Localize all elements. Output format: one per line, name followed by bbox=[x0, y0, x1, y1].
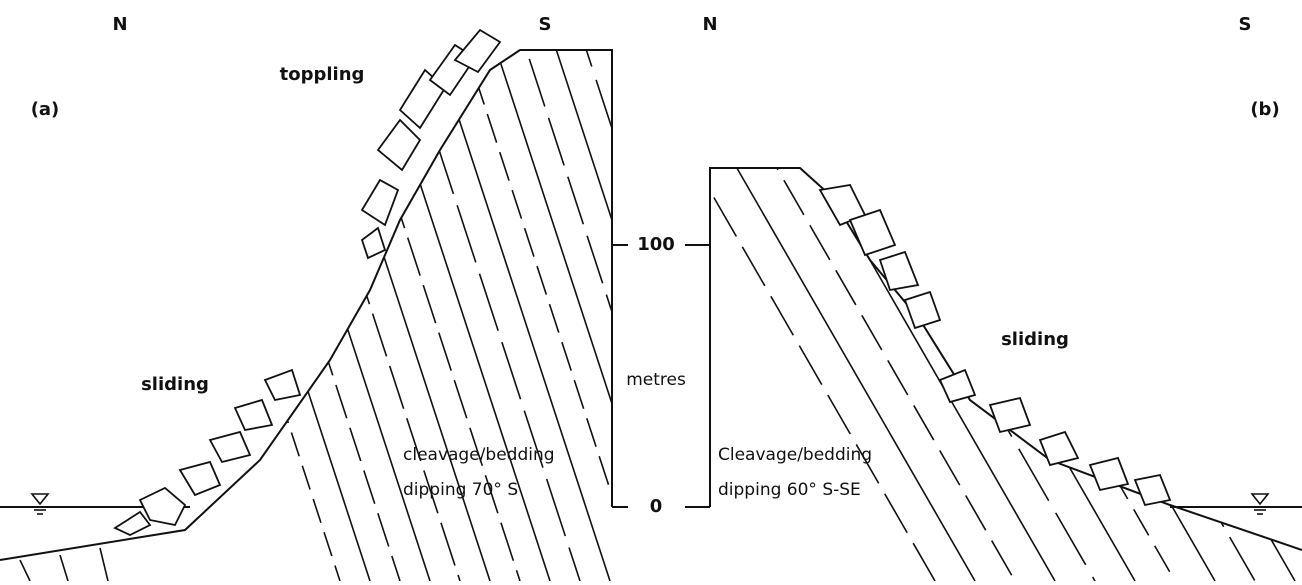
note: cleavage/bedding bbox=[403, 445, 555, 465]
compass-label: S bbox=[539, 14, 552, 35]
process-label: sliding bbox=[141, 374, 209, 395]
cleavage-a bbox=[20, 0, 760, 581]
scale-unit: metres bbox=[626, 370, 686, 390]
panel-label: (b) bbox=[1250, 99, 1279, 120]
scale-label: 0 bbox=[650, 496, 663, 517]
compass-label: N bbox=[702, 14, 717, 35]
process-label: sliding bbox=[1001, 329, 1069, 350]
diagram: N S N S (a) (b) toppling sliding sliding… bbox=[0, 0, 1302, 581]
compass-label: S bbox=[1239, 14, 1252, 35]
cleavage-b bbox=[600, 0, 1295, 581]
blocks-b bbox=[820, 185, 1170, 505]
note: dipping 70° S bbox=[403, 480, 518, 500]
compass-label: N bbox=[112, 14, 127, 35]
note: dipping 60° S-SE bbox=[718, 480, 861, 500]
scale-label: 100 bbox=[637, 234, 675, 255]
process-label: toppling bbox=[280, 64, 365, 85]
note: Cleavage/bedding bbox=[718, 445, 872, 465]
panel-label: (a) bbox=[31, 99, 60, 120]
